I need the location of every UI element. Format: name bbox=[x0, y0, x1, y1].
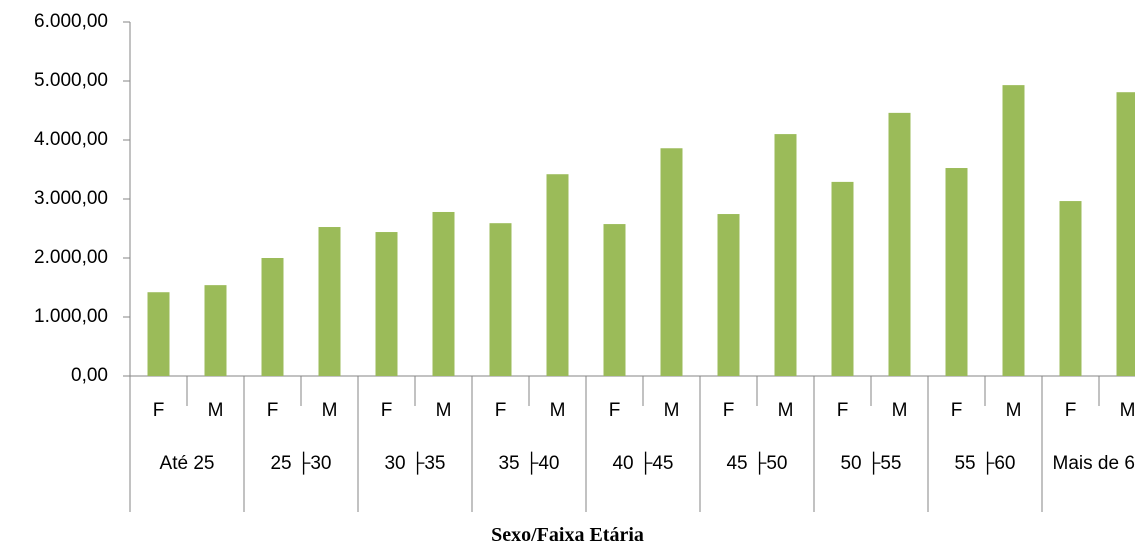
x-tick-label: F bbox=[495, 400, 507, 421]
group-label: Mais de 60 bbox=[1052, 453, 1135, 474]
bar bbox=[147, 292, 170, 376]
bar bbox=[546, 174, 569, 376]
group-label: 50 ├55 bbox=[840, 453, 902, 474]
x-tick-label: M bbox=[322, 400, 338, 421]
bar bbox=[603, 224, 626, 376]
x-tick-label: M bbox=[208, 400, 224, 421]
group-label: Até 25 bbox=[159, 453, 215, 474]
x-tick-label: M bbox=[778, 400, 794, 421]
x-tick-label: M bbox=[550, 400, 566, 421]
y-tick-label: 0,00 bbox=[71, 365, 108, 386]
x-tick-label: M bbox=[664, 400, 680, 421]
x-tick-label: M bbox=[1006, 400, 1022, 421]
y-tick-label: 4.000,00 bbox=[34, 129, 108, 150]
group-label: 30 ├35 bbox=[384, 453, 446, 474]
group-label: 35 ├40 bbox=[498, 453, 560, 474]
bar bbox=[375, 232, 398, 376]
bar bbox=[1116, 92, 1135, 377]
bar bbox=[717, 214, 740, 376]
bar bbox=[774, 134, 797, 376]
bar bbox=[1002, 85, 1025, 376]
x-tick-label: F bbox=[381, 400, 393, 421]
group-label: 55 ├60 bbox=[954, 453, 1016, 474]
y-tick-label: 6.000,00 bbox=[34, 11, 108, 32]
x-tick-label: F bbox=[951, 400, 963, 421]
group-label: 45 ├50 bbox=[726, 453, 788, 474]
bar bbox=[318, 227, 341, 376]
y-tick-label: 3.000,00 bbox=[34, 188, 108, 209]
x-tick-label: F bbox=[723, 400, 735, 421]
x-tick-label: F bbox=[153, 400, 165, 421]
x-tick-label: F bbox=[1065, 400, 1077, 421]
bar bbox=[489, 223, 512, 376]
x-tick-label: F bbox=[837, 400, 849, 421]
group-label: 40 ├45 bbox=[612, 453, 674, 474]
bar bbox=[831, 181, 854, 376]
y-tick-label: 2.000,00 bbox=[34, 247, 108, 268]
x-tick-label: F bbox=[267, 400, 279, 421]
x-tick-label: M bbox=[892, 400, 908, 421]
bar bbox=[261, 258, 284, 376]
bar bbox=[1059, 201, 1082, 376]
x-axis-title: Sexo/Faixa Etária bbox=[491, 524, 644, 546]
x-tick-label: M bbox=[436, 400, 452, 421]
bar bbox=[945, 168, 968, 376]
y-tick-label: 5.000,00 bbox=[34, 70, 108, 91]
x-tick-label: F bbox=[609, 400, 621, 421]
bar bbox=[660, 148, 683, 376]
y-tick-label: 1.000,00 bbox=[34, 306, 108, 327]
group-label: 25 ├30 bbox=[270, 453, 332, 474]
bar bbox=[888, 112, 911, 377]
bar bbox=[432, 211, 455, 376]
x-tick-label: M bbox=[1120, 400, 1135, 421]
bar bbox=[204, 285, 227, 376]
